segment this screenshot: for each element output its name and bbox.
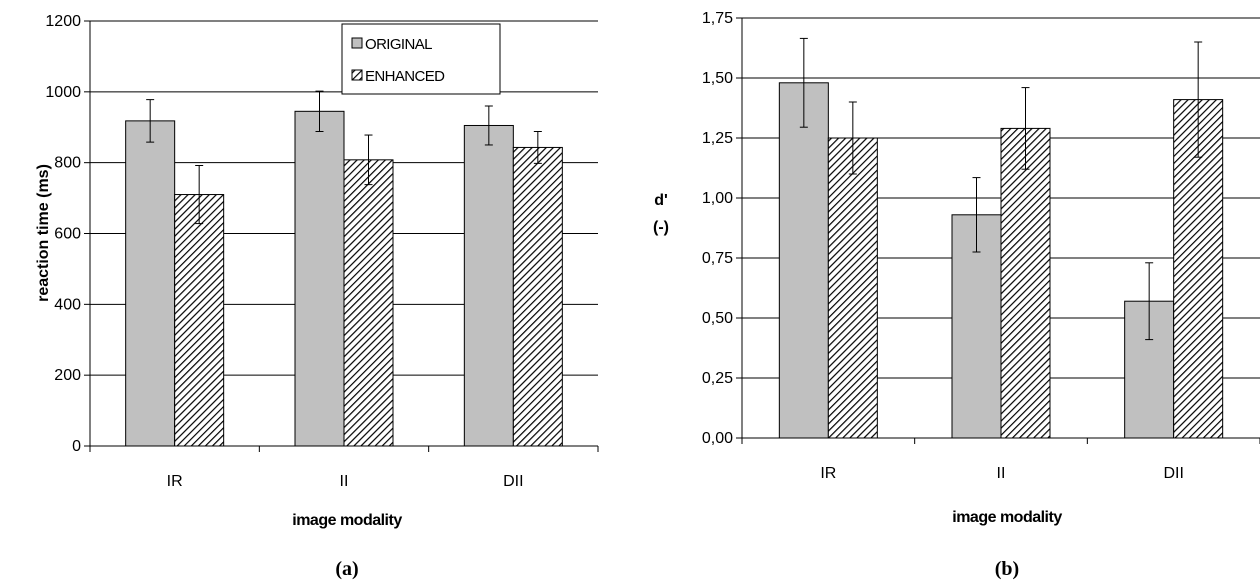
y-tick-label: 1,25 — [702, 130, 733, 147]
x-tick-label: IR — [820, 465, 836, 482]
figure-caption: (a) — [335, 558, 358, 580]
bar-original-ir — [125, 120, 176, 447]
bar-enhanced-ii — [1000, 127, 1051, 439]
y-tick-label: 400 — [54, 296, 81, 313]
bar-original-ir — [778, 82, 829, 439]
bar-enhanced-dii — [512, 146, 563, 447]
legend-label-original: ORIGINAL — [365, 36, 432, 53]
y-tick-label: 200 — [54, 367, 81, 384]
y-tick-label: 800 — [54, 155, 81, 172]
y-tick-label: 0,50 — [702, 310, 733, 327]
y-axis-unit: (-) — [653, 219, 669, 236]
x-axis-label: image modality — [952, 509, 1062, 526]
bar-enhanced-ir — [174, 194, 225, 447]
legend-swatch-enhanced — [351, 69, 363, 81]
y-tick-label: 0,00 — [702, 430, 733, 447]
dprime-chart: 0,00 0,25 0,50 0,75 1,00 1,25 1,50 1,75 IR II DII d… — [653, 10, 1260, 580]
y-tick-label: 1,50 — [702, 70, 733, 87]
legend-swatch-original — [351, 37, 363, 49]
y-axis-label: d' — [654, 192, 668, 209]
y-tick-label: 0,25 — [702, 370, 733, 387]
bar-original-dii — [463, 124, 514, 447]
y-tick-label: 600 — [54, 226, 81, 243]
y-tick-label: 1,75 — [702, 10, 733, 27]
bar-original-ii — [294, 110, 345, 447]
y-tick-label: 1200 — [45, 13, 81, 30]
legend — [341, 23, 501, 95]
x-tick-label: IR — [167, 473, 183, 490]
y-tick-label: 0,75 — [702, 250, 733, 267]
x-axis-label: image modality — [292, 512, 402, 529]
y-tick-label: 0 — [72, 438, 81, 455]
legend-label-enhanced: ENHANCED — [365, 68, 445, 85]
y-axis-label: reaction time (ms) — [35, 164, 52, 302]
x-tick-label: DII — [503, 473, 523, 490]
figure-caption: (b) — [995, 558, 1019, 580]
x-tick-label: DII — [1163, 465, 1183, 482]
x-tick-label: II — [340, 473, 349, 490]
x-tick-label: II — [997, 465, 1006, 482]
reaction-time-chart: 0 200 400 600 800 1000 1200 IR II DII reaction tim… — [35, 13, 599, 580]
bar-enhanced-ii — [343, 159, 394, 447]
bar-enhanced-ir — [827, 137, 878, 439]
y-tick-label: 1,00 — [702, 190, 733, 207]
y-tick-label: 1000 — [45, 84, 81, 101]
